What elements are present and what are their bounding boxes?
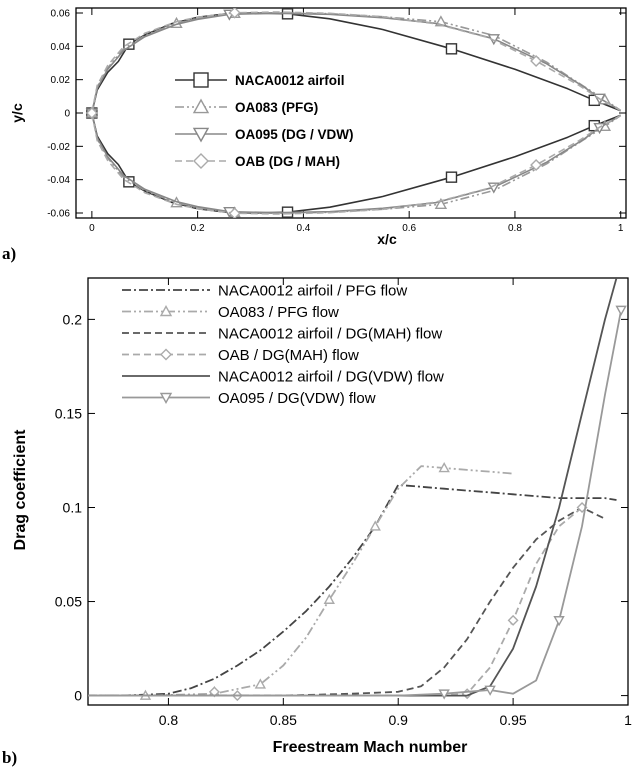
airfoil-data-point — [445, 43, 458, 55]
drag-data-point — [484, 685, 496, 696]
airfoil-y-tick-label: -0.06 — [47, 209, 70, 220]
airfoil-data-point — [228, 8, 241, 19]
drag-legend-label: NACA0012 airfoil / PFG flow — [218, 282, 407, 299]
airfoil-y-tick-label: 0 — [64, 109, 70, 120]
airfoil-legend-marker — [193, 153, 209, 169]
airfoil-data-point-lower — [434, 197, 448, 210]
airfoil-x-tick-label: 0.6 — [402, 223, 416, 234]
drag-x-axis-label: Freestream Mach number — [273, 739, 468, 756]
airfoil-data-point-lower — [445, 171, 458, 183]
airfoil-chart: 0 0.2 0.4 0.6 0.8 1 -0.06 -0.04 -0.02 0 0.02 0.04 0.… — [9, 7, 627, 247]
airfoil-series-line — [91, 12, 622, 114]
drag-legend-label: NACA0012 airfoil / DG(MAH) flow — [218, 325, 442, 342]
drag-y-axis-label: Drag coefficient — [12, 429, 29, 551]
drag-series-2 — [88, 462, 514, 700]
drag-data-point — [438, 462, 450, 473]
airfoil-x-tick-label: 1 — [618, 223, 624, 234]
drag-legend-marker — [160, 348, 172, 361]
drag-y-tick-label: 0 — [74, 687, 82, 703]
airfoil-legend: NACA0012 airfoil OA083 (PFG) OA095 (DG / V… — [175, 72, 354, 169]
drag-data-point — [438, 689, 450, 700]
airfoil-legend-label: NACA0012 airfoil — [235, 73, 345, 88]
drag-legend-marker — [159, 305, 173, 317]
airfoil-series-3 — [85, 9, 622, 218]
drag-y-tick-label: 0.05 — [55, 593, 82, 609]
airfoil-x-tick-label: 0.8 — [508, 223, 522, 234]
drag-legend: NACA0012 airfoil / PFG flow OA083 / PFG f… — [122, 282, 444, 407]
drag-series-6 — [88, 305, 627, 700]
drag-legend-label: OAB / DG(MAH) flow — [218, 347, 359, 364]
drag-x-tick-label: 0.85 — [270, 712, 297, 728]
airfoil-legend-marker — [193, 72, 209, 88]
panel-b-label: b) — [2, 748, 18, 767]
airfoil-legend-marker — [192, 127, 210, 143]
airfoil-series-4 — [85, 8, 622, 218]
airfoil-series-line-lower — [91, 112, 622, 215]
drag-series-line — [88, 483, 617, 697]
airfoil-y-tick-label: 0.06 — [51, 9, 71, 20]
airfoil-legend-label: OA095 (DG / VDW) — [235, 127, 354, 142]
drag-y-tick-label: 0.1 — [63, 499, 83, 515]
drag-legend-marker — [159, 392, 173, 404]
drag-data-point — [323, 593, 335, 604]
airfoil-data-point-lower — [530, 159, 543, 171]
airfoil-series-2 — [85, 8, 622, 218]
drag-legend-label: NACA0012 airfoil / DG(VDW) flow — [218, 368, 444, 385]
drag-series-line — [88, 309, 622, 697]
airfoil-series-line — [91, 11, 622, 114]
drag-y-tick-label: 0.15 — [55, 405, 82, 421]
drag-x-tick-label: 0.8 — [159, 712, 179, 728]
drag-x-tick-label: 0.95 — [499, 712, 526, 728]
airfoil-legend-label: OAB (DG / MAH) — [235, 154, 340, 169]
airfoil-data-point — [530, 55, 543, 67]
drag-y-tick-label: 0.2 — [63, 311, 83, 327]
airfoil-plot-frame — [75, 7, 627, 219]
airfoil-data-point — [85, 107, 98, 119]
airfoil-y-tick-label: 0.04 — [51, 42, 71, 53]
airfoil-series-line-lower — [91, 112, 622, 215]
airfoil-legend-marker — [192, 98, 210, 114]
airfoil-x-tick-label: 0.2 — [191, 223, 205, 234]
airfoil-y-axis-label: y/c — [9, 103, 25, 123]
drag-data-point — [553, 616, 565, 627]
drag-legend-label: OA083 / PFG flow — [218, 304, 339, 321]
drag-legend-label: OA095 / DG(VDW) flow — [218, 390, 376, 407]
airfoil-series-line-lower — [91, 112, 622, 214]
airfoil-legend-label: OA083 (PFG) — [235, 100, 318, 115]
drag-data-point — [507, 614, 519, 626]
drag-series-1 — [88, 483, 617, 697]
drag-series-line — [88, 465, 514, 697]
drag-series-3 — [88, 506, 606, 697]
panel-a-label: a) — [2, 244, 17, 263]
drag-data-point — [615, 305, 627, 316]
airfoil-x-axis-label: x/c — [377, 231, 397, 247]
airfoil-y-tick-label: -0.04 — [47, 175, 70, 186]
airfoil-y-tick-label: -0.02 — [47, 142, 70, 153]
drag-series-4 — [88, 501, 588, 702]
airfoil-x-tick-label: 0 — [89, 223, 95, 234]
drag-data-point — [369, 520, 381, 531]
drag-chart: 0.8 0.85 0.9 0.95 1 0 0.05 0.1 0.15 0.2 Freestream… — [12, 277, 632, 756]
drag-plot-frame — [87, 277, 629, 706]
airfoil-x-tick-label: 0.4 — [296, 223, 310, 234]
drag-x-tick-label: 0.9 — [388, 712, 408, 728]
airfoil-data-point-lower — [228, 207, 241, 218]
airfoil-y-tick-label: 0.02 — [51, 75, 71, 86]
airfoil-series-line-lower — [91, 112, 621, 214]
drag-data-point — [254, 678, 267, 689]
drag-series-line — [88, 506, 606, 697]
drag-series-line — [88, 506, 583, 697]
airfoil-series-1 — [86, 8, 621, 218]
drag-x-tick-label: 1 — [624, 712, 632, 728]
